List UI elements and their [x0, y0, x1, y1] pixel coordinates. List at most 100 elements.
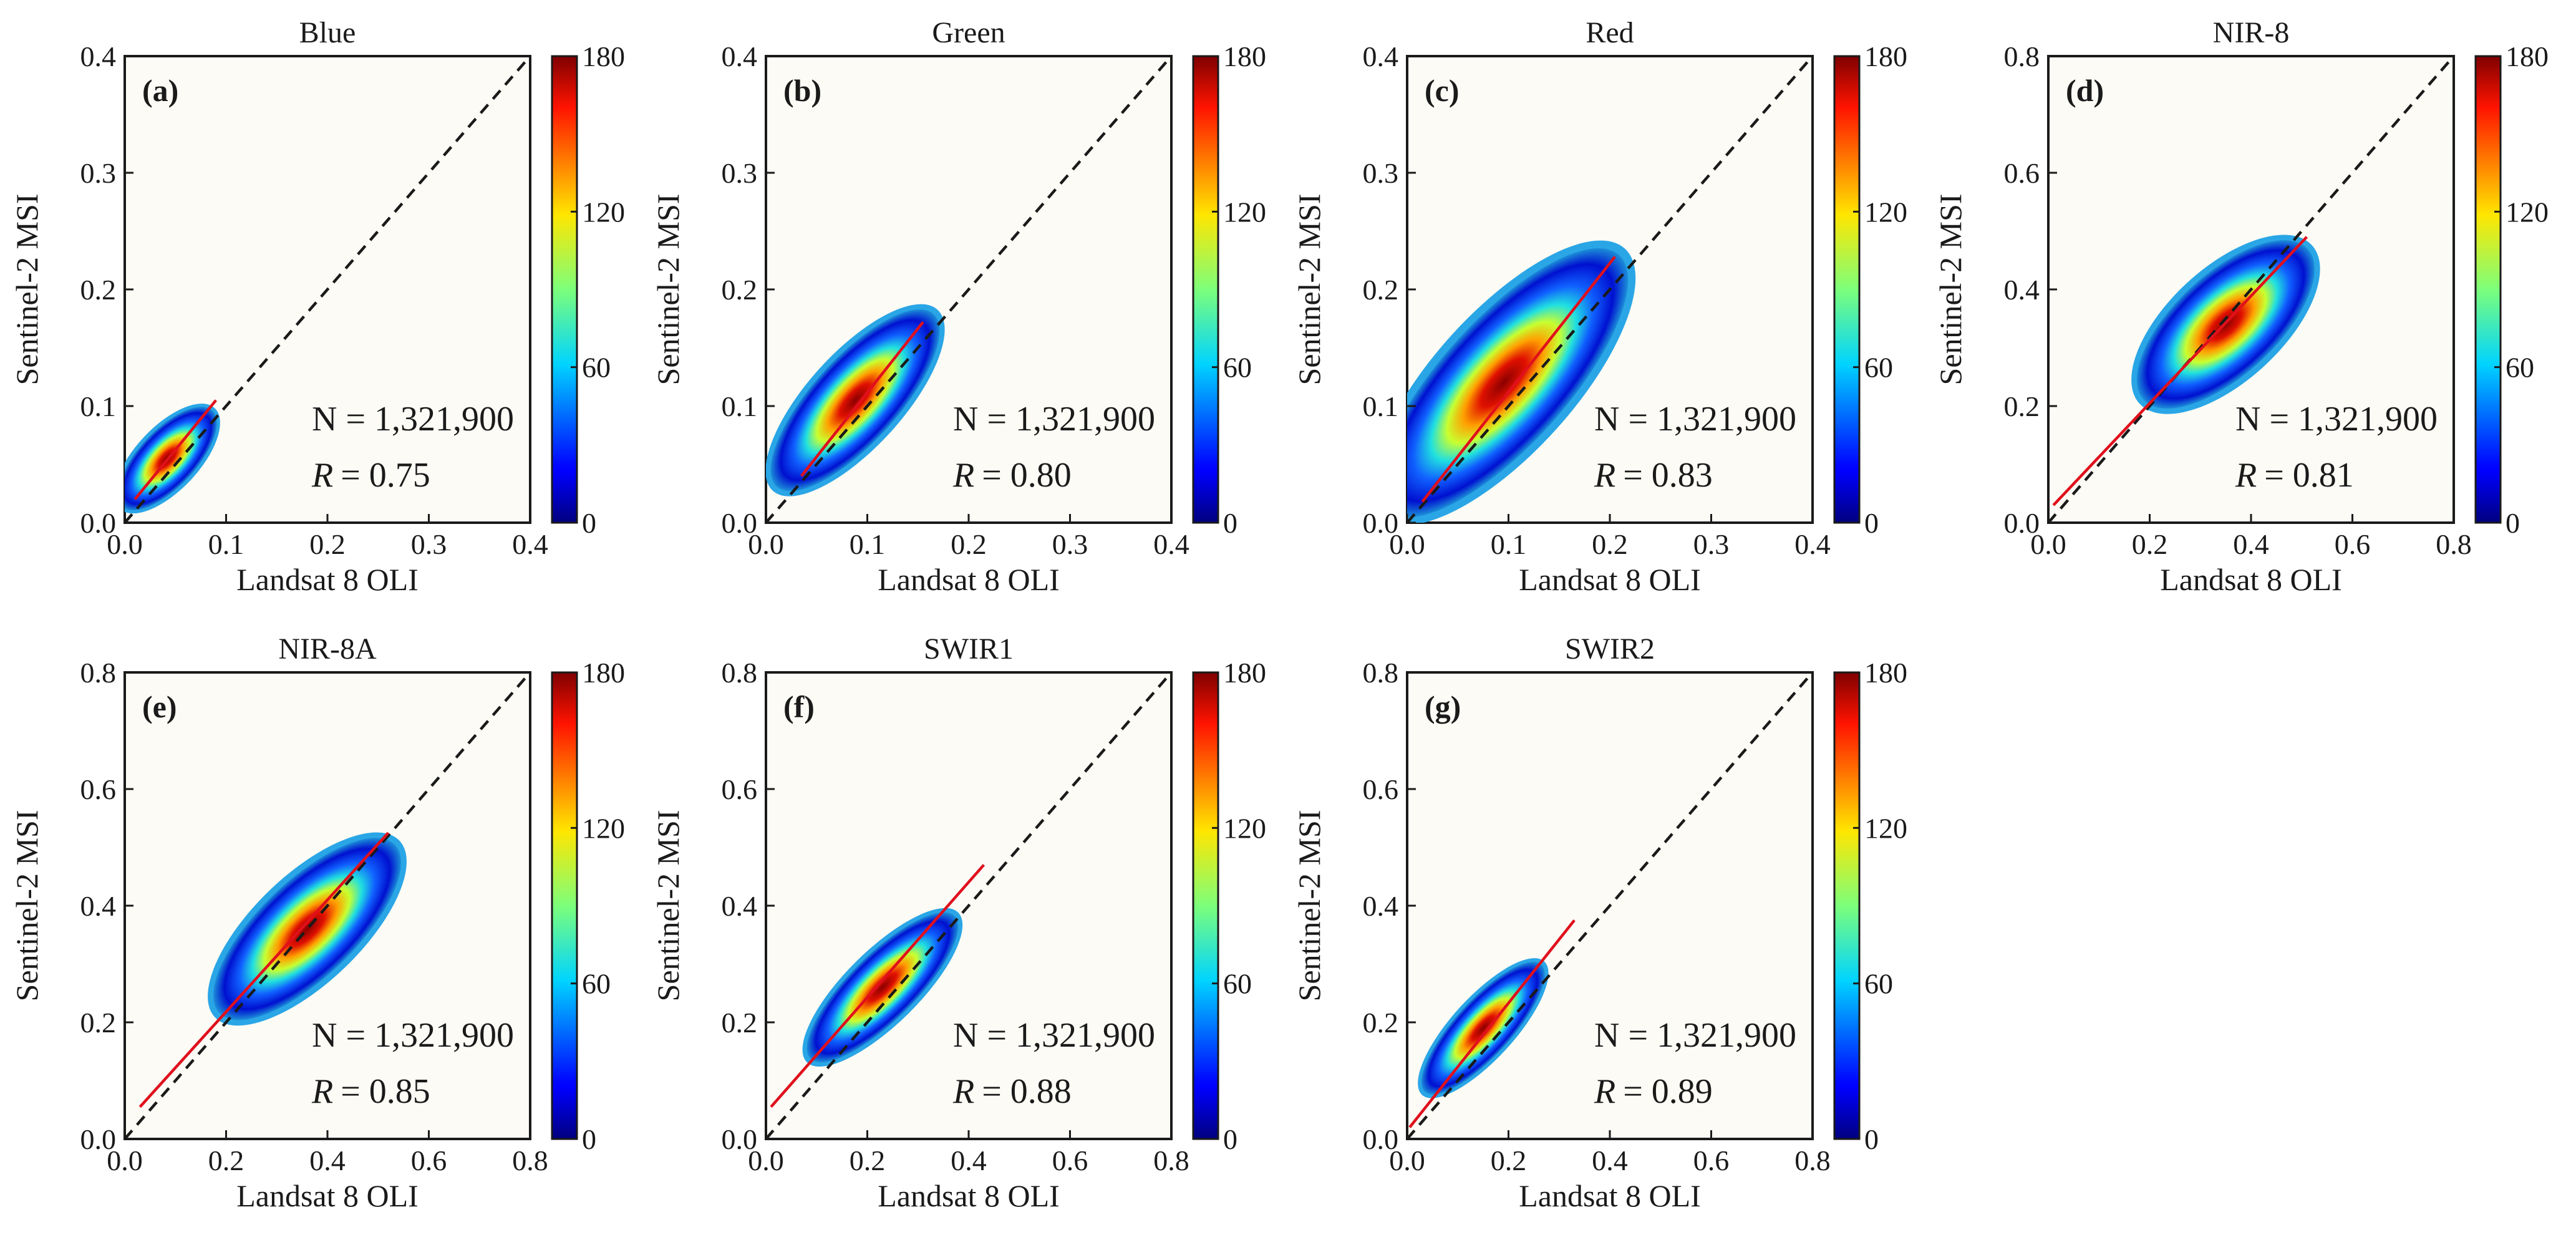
- x-tick-label: 0.3: [411, 528, 447, 560]
- plot-content: [766, 672, 1171, 1139]
- r-annotation: R = 0.83: [1594, 456, 1713, 495]
- colorbar-gradient: [1834, 56, 1859, 523]
- y-tick-label: 0.0: [1363, 507, 1399, 539]
- x-axis-label: Landsat 8 OLI: [1519, 562, 1701, 597]
- y-tick-label: 0.8: [80, 657, 117, 689]
- x-tick-label: 0.8: [1794, 1145, 1831, 1176]
- x-tick-label: 0.8: [1153, 1145, 1189, 1176]
- n-annotation: N = 1,321,900: [2235, 400, 2438, 438]
- x-tick-label: 0.0: [748, 528, 784, 560]
- x-tick-label: 0.8: [512, 1145, 548, 1176]
- colorbar-tick-label: 0: [1223, 1123, 1237, 1155]
- y-tick-label: 0.6: [1363, 773, 1399, 805]
- y-tick-label: 0.4: [1363, 890, 1399, 922]
- x-tick-label: 0.4: [1794, 528, 1831, 560]
- panel-title: Red: [1586, 16, 1634, 49]
- x-tick-label: 0.2: [2132, 528, 2168, 560]
- x-tick-label: 0.0: [748, 1145, 784, 1176]
- x-axis-label: Landsat 8 OLI: [1519, 1178, 1701, 1213]
- colorbar-tick-label: 60: [2506, 352, 2534, 384]
- x-axis-label: Landsat 8 OLI: [2160, 562, 2342, 597]
- colorbar-gradient: [2476, 56, 2501, 523]
- r-symbol: R: [1594, 456, 1615, 495]
- regression-line: [1408, 919, 1576, 1128]
- colorbar-gradient: [1193, 56, 1218, 523]
- y-tick-label: 0.2: [80, 1007, 117, 1039]
- x-tick-label: 0.4: [512, 528, 548, 560]
- chart-panel-3: 0.0 0.1 0.2 0.3 0.4 0.0 0.1 0.2 0.3 0.4 Red (c) Land…: [1292, 16, 1907, 597]
- y-axis-label: Sentinel-2 MSI: [1292, 194, 1327, 385]
- colorbar: 0 60 120 180: [551, 41, 625, 539]
- colorbar: 0 60 120 180: [1833, 41, 1907, 539]
- chart-panel-7: 0.0 0.2 0.4 0.6 0.8 0.0 0.2 0.4 0.6 0.8 SWIR2 (g) La…: [1292, 632, 1907, 1213]
- r-annotation: R = 0.88: [952, 1072, 1072, 1111]
- x-tick-label: 0.6: [411, 1145, 447, 1176]
- colorbar-tick-label: 120: [582, 812, 625, 844]
- regression-line: [138, 831, 390, 1108]
- panel-title: Green: [932, 16, 1005, 49]
- x-tick-label: 0.2: [951, 528, 987, 560]
- r-value: = 0.81: [2264, 456, 2354, 495]
- x-axis-label: Landsat 8 OLI: [236, 562, 419, 597]
- plot-content: [125, 672, 530, 1139]
- panel-letter: (b): [783, 73, 821, 108]
- x-tick-label: 0.1: [1491, 528, 1527, 560]
- regression-line: [1421, 256, 1616, 503]
- r-value: = 0.85: [341, 1072, 430, 1111]
- plot-content: [2048, 56, 2454, 523]
- chart-panel-6: 0.0 0.2 0.4 0.6 0.8 0.0 0.2 0.4 0.6 0.8 SWIR1 (f) La…: [651, 632, 1266, 1213]
- n-annotation: N = 1,321,900: [312, 400, 514, 438]
- r-annotation: R = 0.81: [2235, 456, 2354, 495]
- x-tick-label: 0.0: [1389, 528, 1425, 560]
- x-tick-label: 0.6: [1693, 1145, 1730, 1176]
- colorbar-tick-label: 60: [1223, 352, 1252, 384]
- panel-title: SWIR2: [1565, 632, 1655, 666]
- colorbar-tick-label: 180: [1864, 657, 1907, 689]
- x-tick-label: 0.6: [1052, 1145, 1088, 1176]
- y-tick-label: 0.2: [80, 274, 117, 306]
- colorbar-tick-label: 120: [1223, 196, 1266, 228]
- y-tick-label: 0.0: [80, 507, 117, 539]
- panel-title: NIR-8A: [278, 632, 377, 666]
- colorbar-frame: [1833, 55, 1861, 524]
- colorbar-frame: [1833, 671, 1861, 1140]
- n-annotation: N = 1,321,900: [953, 1016, 1155, 1055]
- panel-letter: (g): [1425, 689, 1461, 724]
- y-tick-label: 0.2: [1363, 1007, 1399, 1039]
- r-value: = 0.88: [982, 1072, 1072, 1111]
- colorbar-tick-label: 0: [582, 1123, 596, 1155]
- x-tick-label: 0.1: [850, 528, 886, 560]
- one-to-one-line: [1407, 672, 1813, 1139]
- y-tick-label: 0.4: [2004, 274, 2040, 306]
- chart-panel-4: 0.0 0.2 0.4 0.6 0.8 0.0 0.2 0.4 0.6 0.8 NIR-8 (d) La…: [1933, 16, 2549, 597]
- y-tick-label: 0.8: [1363, 657, 1399, 689]
- y-tick-label: 0.4: [80, 41, 117, 72]
- x-tick-label: 0.6: [2335, 528, 2371, 560]
- colorbar: 0 60 120 180: [551, 657, 625, 1155]
- colorbar-tick-label: 0: [1864, 1123, 1879, 1155]
- y-tick-label: 0.8: [722, 657, 758, 689]
- x-tick-label: 0.2: [208, 1145, 245, 1176]
- y-tick-label: 0.4: [722, 890, 758, 922]
- colorbar-gradient: [552, 672, 577, 1139]
- x-axis-label: Landsat 8 OLI: [236, 1178, 419, 1213]
- r-symbol: R: [311, 1072, 333, 1111]
- x-axis-label: Landsat 8 OLI: [878, 562, 1060, 597]
- regression-line: [770, 864, 985, 1108]
- x-tick-label: 0.4: [1153, 528, 1189, 560]
- x-tick-label: 0.8: [2436, 528, 2472, 560]
- x-tick-label: 0.3: [1052, 528, 1088, 560]
- colorbar: 0 60 120 180: [1192, 657, 1266, 1155]
- r-symbol: R: [952, 1072, 974, 1111]
- plot-content: [1407, 672, 1813, 1139]
- y-tick-label: 0.4: [80, 890, 117, 922]
- regression-line: [800, 321, 924, 477]
- colorbar: 0 60 120 180: [1833, 657, 1907, 1155]
- y-tick-label: 0.2: [1363, 274, 1399, 306]
- regression-line: [2052, 236, 2308, 506]
- plot-content: [766, 56, 1171, 523]
- x-tick-label: 0.2: [309, 528, 346, 560]
- y-tick-label: 0.0: [2004, 507, 2040, 539]
- x-tick-label: 0.0: [1389, 1145, 1425, 1176]
- y-tick-label: 0.1: [80, 390, 117, 422]
